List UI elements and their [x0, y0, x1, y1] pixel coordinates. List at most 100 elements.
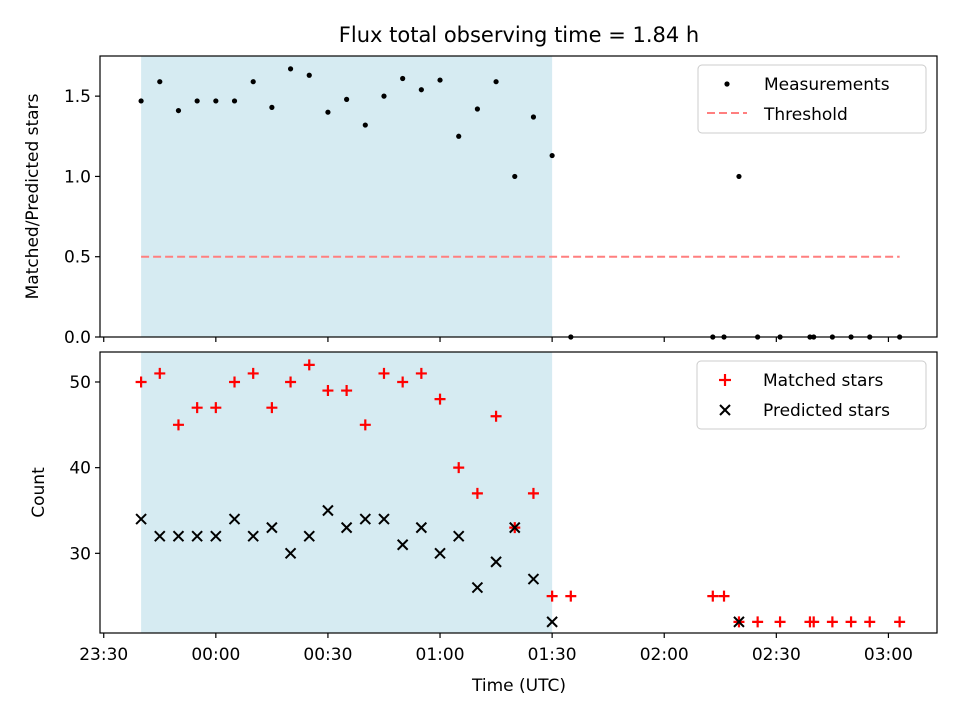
measurement-point — [381, 93, 387, 99]
measurement-point — [325, 109, 331, 115]
matched-star-point — [341, 385, 353, 397]
matched-star-point — [808, 616, 820, 628]
y-tick-label: 30 — [69, 544, 91, 564]
measurement-point — [306, 72, 312, 78]
matched-star-point — [285, 376, 297, 388]
bottom-y-axis-label: Count — [29, 467, 49, 518]
matched-star-point — [172, 419, 184, 431]
predicted-star-point — [284, 547, 297, 560]
predicted-star-point — [378, 513, 390, 525]
x-tick-label: 03:00 — [864, 645, 913, 665]
bottom-panel-frame — [99, 351, 938, 634]
measurement-point — [400, 75, 406, 82]
matched-star-point — [266, 402, 278, 414]
matched-star-point — [378, 367, 390, 379]
bottom-legend-frame — [696, 360, 927, 430]
measurement-point — [549, 152, 555, 159]
predicted-star-point — [509, 521, 521, 534]
matched-star-point — [546, 590, 558, 602]
top-panel: 0.0 0.5 1.0 1.5 Matched/Predicted stars Mea… — [23, 55, 938, 348]
y-tick-label: 40 — [69, 459, 91, 479]
matched-star-point — [154, 367, 166, 379]
measurement-point — [512, 173, 518, 180]
predicted-star-point — [340, 521, 353, 534]
measurement-point — [194, 98, 200, 104]
matched-star-point — [752, 616, 764, 628]
x-axis-label: Time (UTC) — [471, 676, 566, 696]
matched-star-point — [229, 376, 241, 388]
legend-matched-label: Matched stars — [763, 371, 883, 391]
matched-star-point — [490, 410, 502, 422]
measurement-point — [493, 79, 499, 85]
measurement-point — [213, 98, 219, 104]
matched-star-point — [210, 402, 222, 414]
predicted-star-point — [172, 530, 185, 542]
y-tick-label: 0.0 — [64, 328, 91, 348]
matched-star-point — [359, 419, 371, 431]
measurement-point — [269, 104, 275, 110]
measurement-point — [437, 77, 443, 83]
matched-star-point — [565, 590, 577, 602]
matched-star-point — [864, 616, 876, 628]
predicted-star-point — [490, 556, 502, 568]
matched-star-point — [527, 487, 539, 499]
predicted-star-point — [322, 504, 334, 517]
x-tick-label: 00:30 — [303, 645, 352, 665]
matched-star-point — [191, 402, 203, 414]
predicted-star-point — [396, 539, 409, 551]
legend-predicted-marker — [719, 404, 731, 416]
bottom-legend: Matched stars Predicted stars — [696, 360, 927, 430]
top-legend-frame — [697, 64, 927, 134]
measurement-point — [287, 66, 294, 72]
matched-star-point — [826, 616, 838, 628]
measurement-point — [175, 107, 182, 114]
predicted-star-point — [359, 513, 372, 525]
y-tick-label: 0.5 — [64, 248, 91, 268]
x-tick-label: 02:30 — [752, 645, 801, 665]
top-panel-frame — [99, 55, 938, 338]
matched-star-point — [247, 367, 259, 379]
y-tick-label: 1.5 — [64, 87, 91, 107]
matched-star-point — [894, 616, 906, 628]
matched-star-point — [434, 393, 446, 405]
top-y-axis-label: Matched/Predicted stars — [23, 93, 43, 299]
observing-window-band — [141, 352, 553, 633]
observing-window-band — [141, 56, 553, 337]
x-tick-label: 23:30 — [79, 645, 128, 665]
measurement-point — [418, 87, 424, 93]
x-tick-label: 01:30 — [528, 645, 577, 665]
predicted-star-point — [434, 547, 446, 560]
legend-threshold-label: Threshold — [763, 105, 848, 125]
measurement-point — [736, 173, 742, 180]
predicted-star-point — [135, 513, 147, 525]
matched-star-point — [471, 487, 483, 499]
measurement-point — [344, 96, 350, 102]
y-tick-label: 1.0 — [64, 167, 91, 187]
predicted-star-point — [247, 530, 259, 542]
matched-star-point — [718, 590, 730, 602]
measurement-point — [138, 98, 144, 104]
matched-star-point — [774, 616, 786, 628]
matched-star-point — [845, 616, 857, 628]
predicted-star-point — [546, 616, 558, 628]
matched-star-point — [303, 359, 315, 371]
predicted-star-point — [527, 573, 540, 585]
top-legend: Measurements Threshold — [697, 64, 927, 134]
measurement-point — [456, 133, 462, 139]
measurement-point — [530, 114, 537, 120]
predicted-star-point — [228, 513, 241, 525]
measurement-point — [231, 98, 238, 104]
predicted-star-point — [733, 616, 745, 628]
x-tick-label: 00:00 — [191, 645, 240, 665]
matched-star-point — [707, 590, 719, 602]
predicted-star-point — [191, 530, 203, 542]
measurement-point — [474, 106, 480, 112]
matched-star-point — [453, 462, 465, 474]
matched-star-point — [415, 367, 427, 379]
predicted-star-point — [303, 530, 315, 542]
matched-star-point — [397, 376, 409, 388]
x-tick-label: 01:00 — [416, 645, 465, 665]
predicted-star-point — [471, 581, 484, 594]
legend-measurements-marker — [724, 81, 730, 87]
